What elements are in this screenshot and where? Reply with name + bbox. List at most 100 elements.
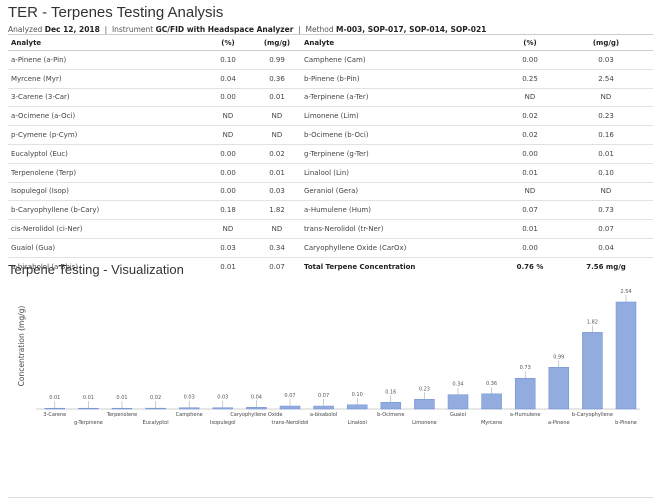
instrument-label: Instrument [111,25,154,34]
analyzed-date: Dec 12, 2018 [44,25,100,34]
mg-cell-2: 0.73 [559,200,653,221]
category-label-14: a-Humulene [510,412,541,418]
analyte-cell: Myrcene (Myr) [8,69,203,89]
value-label-15: 0.99 [553,354,564,360]
mg-cell: 0.34 [253,238,301,258]
col-mg: (mg/g) [253,34,301,51]
pct-cell: 0.00 [203,144,253,164]
bar-10 [380,402,402,410]
value-label-17: 2.54 [620,289,631,295]
bar-0 [44,407,66,410]
pct-cell-2: ND [501,182,559,202]
analyte-cell: b-Caryophyllene (b-Cary) [8,200,203,221]
pct-cell-2: 0.00 [501,50,559,70]
table-row-total: a-bisabolol (a-Bbis) 0.01 0.07 Total Ter… [8,257,653,275]
bar-3 [145,407,166,410]
bar-6 [246,407,267,410]
mg-cell-2: 2.54 [559,69,653,89]
bar-9 [346,404,368,410]
table-row: 3-Carene (3-Car) 0.00 0.01 a-Terpinene (a-T… [8,88,653,108]
bar-12 [447,394,469,410]
terpene-bar-chart: Concentration (mg/g) 0.01 3-Carene 0.01 g-T… [17,289,640,426]
value-label-2: 0.01 [116,395,127,401]
table-row: cis-Nerolidol (ci-Ner) ND ND trans-Nerolido… [8,219,653,239]
table-row: p-Cymene (p-Cym) ND ND b-Ocimene (b-Oci) 0.0… [8,125,653,145]
mg-cell-2: 0.03 [559,50,653,70]
analyte-cell: p-Cymene (p-Cym) [8,125,203,145]
category-label-16: b-Caryophyllene [572,412,613,418]
category-label-13: Myrcene [481,420,502,426]
value-label-3: 0.02 [150,395,161,401]
pct-cell: 0.04 [203,69,253,89]
analyte-cell: Isopulegol (Isop) [8,182,203,202]
category-label-2: Terpenolene [106,412,138,418]
table-row: a-Ocimene (a-Oci) ND ND Limonene (Lim) 0.02 0… [8,106,653,127]
bar-14 [514,377,536,410]
method-label: Method [305,25,334,34]
y-axis-label: Concentration (mg/g) [17,306,26,387]
analyte-cell: Guaiol (Gua) [8,238,203,258]
table-row: Isopulegol (Isop) 0.00 0.03 Geraniol (Gera)… [8,182,653,202]
category-label-15: a-Pinene [548,420,570,426]
analyte-cell-2: trans-Nerolidol (tr-Ner) [301,219,501,239]
pct-cell: 0.03 [203,238,253,258]
mg-cell-2: ND [559,182,653,202]
bar-4 [178,407,200,410]
analyte-cell-2: a-Humulene (Hum) [301,200,501,221]
mg-cell: 0.01 [253,88,301,108]
mg-cell-2: 0.04 [559,238,653,258]
bar-2 [111,407,133,410]
category-label-10: b-Ocimene [377,412,404,418]
category-label-6: Caryophyllene Oxide [230,412,282,418]
bar-13 [481,393,502,410]
bar-8 [313,405,334,410]
mg-cell-2: 0.23 [559,106,653,127]
pct-cell-2: 0.02 [501,125,559,145]
table-row: Terpenolene (Terp) 0.00 0.01 Linalool (Lin)… [8,163,653,183]
value-label-8: 0.07 [318,393,329,399]
pct-cell-2: 0.01 [501,219,559,239]
category-label-3: Eucalyptol [143,420,169,426]
value-label-7: 0.07 [284,393,295,399]
bar-7 [279,405,301,410]
analyte-cell-2: Geraniol (Gera) [301,182,501,202]
value-label-14: 0.73 [520,365,531,371]
meta-separator: | [295,25,304,34]
category-label-11: Limonene [412,420,437,426]
bar-16 [582,332,603,410]
table-row: Guaiol (Gua) 0.03 0.34 Caryophyllene Oxide … [8,238,653,258]
analyte-cell-2: Linalool (Lin) [301,163,501,183]
mg-cell: 0.02 [253,144,301,164]
col-analyte-2: Analyte [301,34,501,51]
analyte-cell-2: Limonene (Lim) [301,106,501,127]
pct-cell-2: 0.01 [501,163,559,183]
mg-cell: 1.82 [253,200,301,221]
col-mg-2: (mg/g) [559,34,653,51]
bar-1 [78,407,99,410]
analyte-cell: 3-Carene (3-Car) [8,88,203,108]
mg-cell-2: 0.16 [559,125,653,145]
pct-cell: 0.01 [220,262,236,271]
mg-cell: 0.01 [253,163,301,183]
analyte-cell-2: g-Terpinene (g-Ter) [301,144,501,164]
mg-cell: 0.07 [269,262,285,271]
total-label: Total Terpene Concentration [304,262,416,271]
bar-15 [548,367,570,410]
pct-cell: ND [203,219,253,239]
value-label-11: 0.23 [419,386,430,392]
value-label-1: 0.01 [83,395,94,401]
analyzed-label: Analyzed [8,25,43,34]
pct-cell-2: 0.02 [501,106,559,127]
value-label-12: 0.34 [452,382,463,388]
total-pct: 0.76 % [516,262,544,271]
analyte-cell-2: Caryophyllene Oxide (CarOx) [301,238,501,258]
analyte-cell: Eucalyptol (Euc) [8,144,203,164]
table-row: b-Caryophyllene (b-Cary) 0.18 1.82 a-Humule… [8,200,653,221]
table-row: a-Pinene (a-Pin) 0.10 0.99 Camphene (Cam) 0.… [8,50,653,70]
mg-cell-2: 0.07 [559,219,653,239]
page-title: TER - Terpenes Testing Analysis [8,4,224,21]
mg-cell: 0.03 [253,182,301,202]
analyte-cell: a-bisabolol (a-Bbis) [11,262,79,271]
value-label-16: 1.82 [587,319,598,325]
meta-separator: | [102,25,112,34]
